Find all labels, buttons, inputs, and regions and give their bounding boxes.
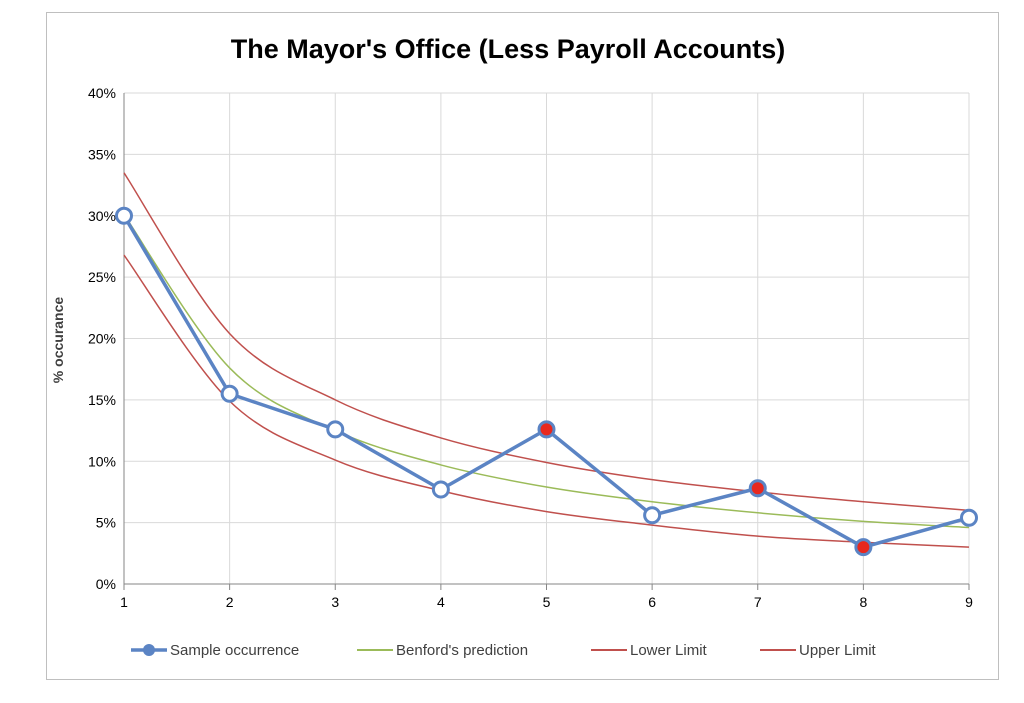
y-tick-label: 35%: [88, 146, 116, 162]
y-tick-label: 30%: [88, 208, 116, 224]
data-point: [115, 206, 133, 225]
legend-label: Upper Limit: [799, 642, 877, 659]
data-point: [220, 384, 239, 403]
upper-limit-line: [123, 172, 970, 512]
chart-title: The Mayor's Office (Less Payroll Account…: [231, 34, 786, 64]
y-tick-label: 5%: [96, 515, 116, 531]
x-tick-label: 6: [648, 594, 656, 610]
x-tick-label: 3: [331, 594, 339, 610]
data-point: [326, 420, 345, 439]
y-tick-label: 0%: [96, 576, 116, 592]
lower-limit-line: [123, 254, 970, 548]
y-axis-label: % occurance: [50, 297, 66, 384]
y-tick-label: 40%: [88, 85, 116, 101]
benford-s-prediction-line: [123, 214, 970, 529]
x-tick-label: 2: [226, 594, 234, 610]
legend-item: Upper Limit: [760, 642, 877, 659]
legend-item: Sample occurrence: [131, 642, 299, 659]
flagged-data-point: [854, 538, 873, 557]
x-tick-label: 1: [120, 594, 128, 610]
chart-frame: [46, 12, 999, 680]
legend-label: Benford's prediction: [396, 642, 528, 659]
legend-label: Lower Limit: [630, 642, 708, 659]
y-tick-label: 10%: [88, 453, 116, 469]
data-point: [431, 480, 450, 499]
x-tick-label: 4: [437, 594, 445, 610]
flagged-data-point: [748, 479, 767, 498]
data-point: [960, 508, 978, 527]
x-tick-label: 5: [543, 594, 551, 610]
x-tick-label: 7: [754, 594, 762, 610]
x-tick-label: 9: [965, 594, 973, 610]
y-tick-label: 25%: [88, 269, 116, 285]
legend-label: Sample occurrence: [170, 642, 299, 659]
legend-item: Lower Limit: [591, 642, 708, 659]
legend-item: Benford's prediction: [357, 642, 528, 659]
y-tick-label: 15%: [88, 392, 116, 408]
flagged-data-point: [537, 420, 556, 439]
y-tick-label: 20%: [88, 331, 116, 347]
x-tick-label: 8: [859, 594, 867, 610]
data-point: [643, 506, 662, 525]
legend-marker: [143, 644, 155, 656]
